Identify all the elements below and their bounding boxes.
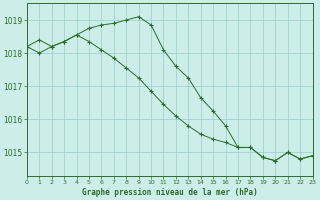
X-axis label: Graphe pression niveau de la mer (hPa): Graphe pression niveau de la mer (hPa): [82, 188, 258, 197]
